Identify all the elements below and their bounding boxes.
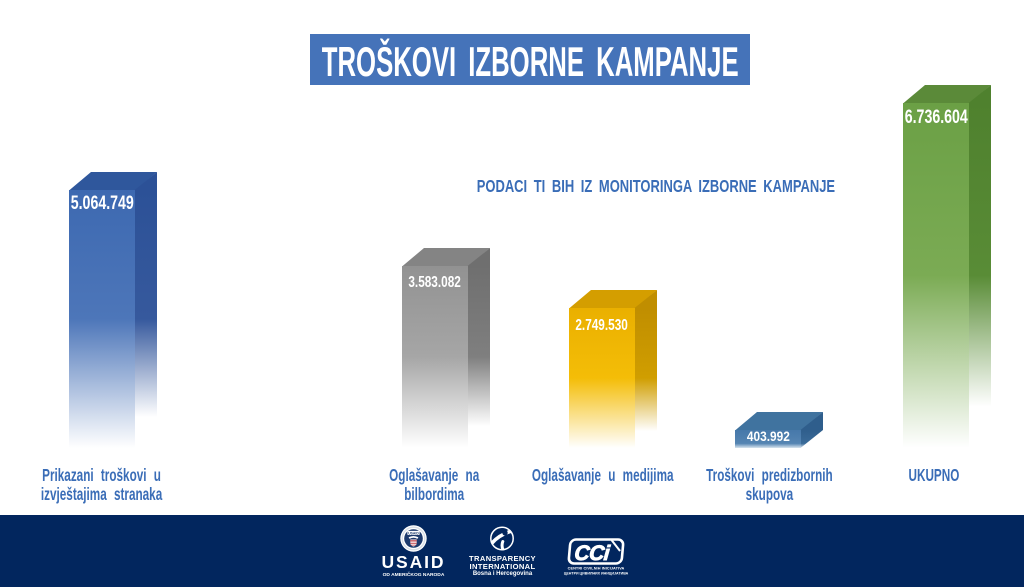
svg-text:ЦЕНТРИ ЦИВИЛНИХ ИНИЦИЈАТИВА: ЦЕНТРИ ЦИВИЛНИХ ИНИЦИЈАТИВА — [564, 572, 629, 576]
svg-text:USAID: USAID — [382, 552, 446, 572]
svg-text:USAID: USAID — [408, 531, 419, 535]
svg-text:INTERNATIONAL: INTERNATIONAL — [470, 562, 536, 571]
svg-text:CENTRI CIVILNIH INICIJATIVA: CENTRI CIVILNIH INICIJATIVA — [568, 566, 625, 570]
svg-text:CCi: CCi — [573, 542, 611, 565]
svg-text:Bosna i Hercegovina: Bosna i Hercegovina — [473, 571, 533, 577]
svg-text:TRANSPARENCY: TRANSPARENCY — [469, 554, 536, 563]
svg-text:OD AMERIČKOG NARODA: OD AMERIČKOG NARODA — [383, 571, 445, 578]
